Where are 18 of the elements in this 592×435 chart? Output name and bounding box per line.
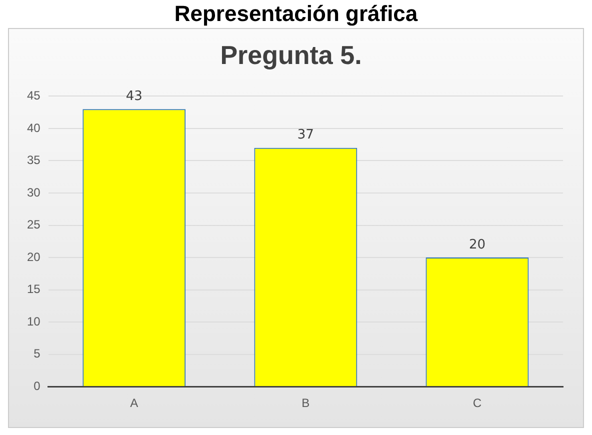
y-tick-label: 35 — [26, 153, 41, 168]
data-label: 20 — [468, 237, 486, 252]
y-tick-label: 15 — [26, 282, 41, 296]
y-tick-label: 0 — [34, 378, 41, 393]
x-tick-label: B — [302, 396, 310, 410]
chart-subtitle: Pregunta 5. — [220, 40, 362, 70]
y-tick-label: 45 — [26, 88, 41, 103]
x-tick-label: C — [472, 396, 482, 410]
data-label: 43 — [126, 88, 142, 104]
x-tick-label: A — [130, 396, 138, 410]
y-tick-label: 25 — [26, 218, 41, 232]
y-tick-label: 10 — [26, 314, 41, 328]
y-tick-label: 5 — [34, 346, 41, 361]
y-tick-label: 20 — [26, 250, 41, 264]
data-label: 37 — [297, 128, 314, 143]
y-tick-label: 40 — [26, 120, 41, 135]
chart-title: Representación gráfica — [173, 0, 419, 28]
y-tick-label: 30 — [26, 185, 41, 200]
